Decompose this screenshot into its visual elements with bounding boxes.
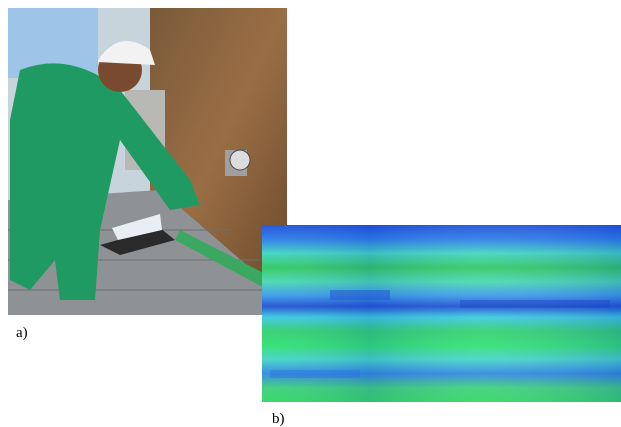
panel-label: a)	[16, 325, 28, 341]
figure: a) b)	[0, 0, 621, 427]
page: a) b) (() => { const data = JSON.parse(d…	[0, 0, 621, 427]
heatmap	[262, 225, 621, 402]
panel-label: b)	[272, 411, 285, 427]
photo	[8, 8, 287, 315]
